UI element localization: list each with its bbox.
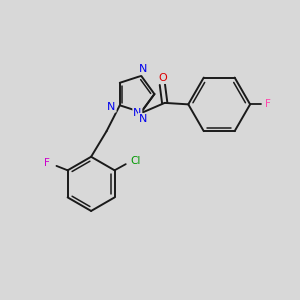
Text: N: N [107,102,116,112]
Text: O: O [158,73,167,83]
Text: Cl: Cl [130,156,141,166]
Text: H: H [140,114,148,124]
Text: N: N [139,64,147,74]
Text: F: F [265,99,271,110]
Text: F: F [44,158,50,168]
Text: N: N [133,108,142,118]
Text: N: N [139,114,147,124]
